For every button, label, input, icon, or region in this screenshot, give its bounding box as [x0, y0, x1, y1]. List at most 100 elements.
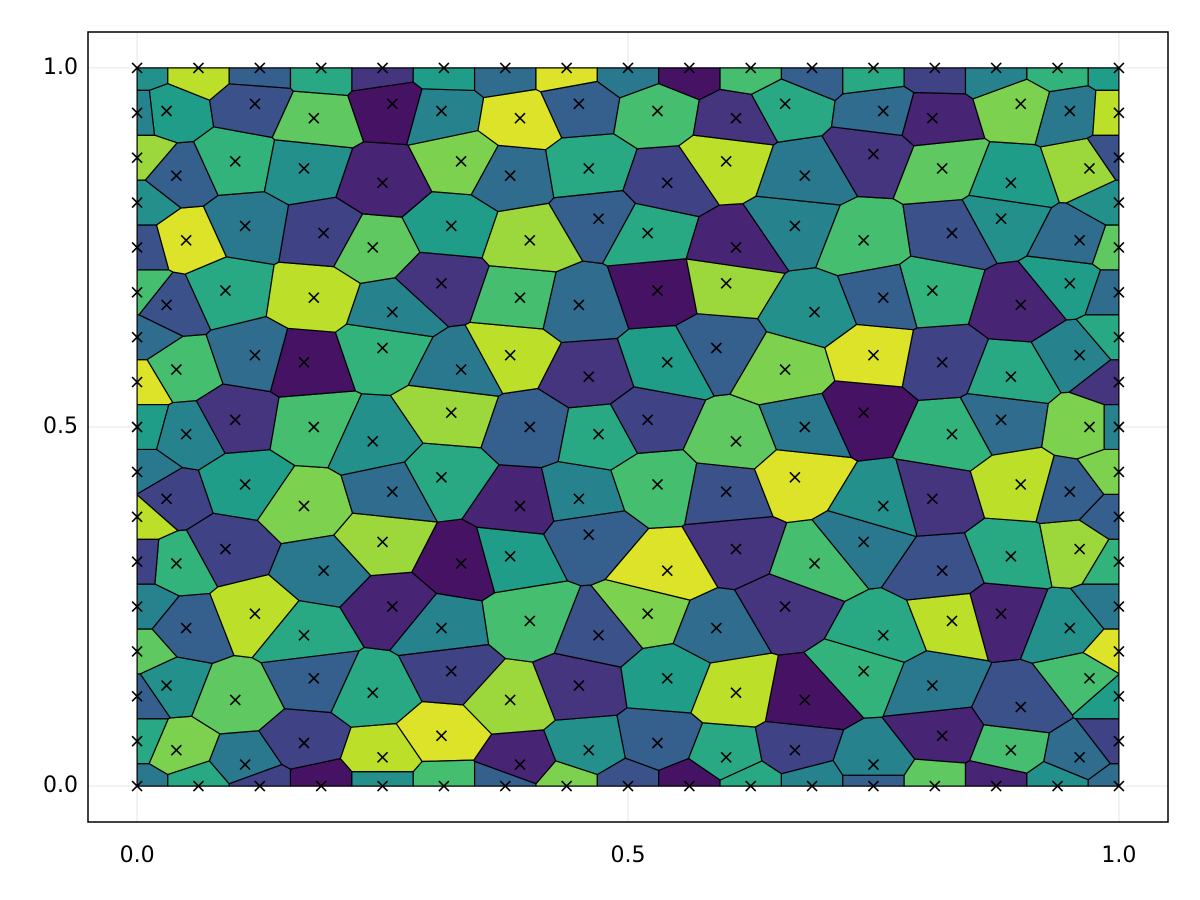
voronoi-cell	[228, 763, 292, 787]
seed-marker	[808, 557, 821, 570]
voronoi-cell	[289, 758, 353, 787]
seed-marker	[858, 536, 870, 548]
seed-marker	[160, 299, 173, 311]
seed-marker	[1113, 556, 1125, 568]
seed-marker	[1113, 735, 1125, 747]
seed-marker	[239, 478, 251, 491]
voronoi-cell	[903, 758, 967, 787]
seed-marker	[1064, 105, 1076, 117]
seed-marker	[435, 471, 448, 483]
seed-marker	[683, 62, 695, 74]
seed-marker	[1113, 376, 1125, 388]
seed-marker	[229, 694, 241, 706]
seed-marker	[936, 162, 948, 175]
voronoi-cell	[535, 760, 598, 787]
seed-marker	[229, 155, 241, 167]
seed-marker	[799, 694, 811, 706]
seed-marker	[249, 349, 261, 361]
seed-marker	[1074, 543, 1086, 555]
seed-marker	[131, 645, 143, 657]
seed-marker	[298, 356, 310, 368]
seed-marker	[1074, 751, 1086, 763]
seed-marker	[990, 780, 1002, 792]
seed-marker	[1113, 197, 1125, 209]
seed-marker	[642, 227, 654, 239]
seed-marker	[651, 105, 664, 117]
seed-marker	[946, 227, 958, 239]
seed-marker	[445, 407, 457, 419]
seed-marker	[229, 414, 241, 426]
voronoi-cell	[1076, 448, 1120, 495]
seed-marker	[131, 556, 143, 568]
seed-marker	[592, 213, 605, 225]
voronoi-cell	[964, 760, 1028, 787]
seed-marker	[858, 665, 870, 677]
seed-marker	[435, 622, 448, 634]
seed-marker	[1005, 177, 1017, 189]
voronoi-cell	[167, 760, 230, 787]
seed-marker	[573, 493, 585, 505]
seed-marker	[386, 600, 398, 613]
seed-marker	[1083, 672, 1096, 684]
cells	[136, 67, 1120, 787]
seed-marker	[779, 600, 791, 613]
seed-marker	[1113, 600, 1125, 613]
seed-marker	[867, 780, 880, 792]
seed-marker	[573, 299, 585, 311]
seed-marker	[367, 241, 379, 254]
seed-marker	[131, 511, 143, 523]
seed-marker	[1083, 421, 1096, 433]
seed-marker	[1051, 62, 1064, 74]
seed-marker	[926, 493, 938, 505]
seed-marker	[170, 557, 182, 570]
seed-marker	[1015, 299, 1027, 311]
seed-marker	[376, 780, 389, 792]
seed-marker	[926, 112, 938, 124]
seed-marker	[583, 371, 595, 383]
seed-marker	[514, 500, 526, 512]
seed-marker	[867, 62, 880, 74]
seed-marker	[254, 780, 266, 792]
seed-marker	[583, 162, 595, 175]
seed-marker	[720, 486, 732, 498]
seed-marker	[929, 780, 941, 792]
seed-marker	[867, 148, 880, 160]
seed-marker	[131, 241, 143, 254]
voronoi-cell	[1075, 314, 1120, 361]
seed-marker	[1113, 286, 1125, 298]
seed-marker	[308, 292, 320, 304]
seed-marker	[642, 608, 654, 620]
seed-marker	[1064, 486, 1076, 498]
seed-marker	[376, 751, 389, 763]
seed-marker	[160, 679, 173, 692]
seed-marker	[1113, 780, 1125, 792]
y-tick-label: 0.5	[43, 414, 78, 439]
seed-marker	[779, 98, 791, 110]
seed-marker	[1113, 511, 1125, 523]
seed-marker	[858, 407, 870, 419]
seed-marker	[799, 170, 811, 182]
seed-marker	[249, 98, 261, 110]
seed-marker	[583, 744, 595, 756]
seed-marker	[180, 428, 192, 440]
seed-marker	[170, 744, 182, 756]
seeds	[131, 62, 1125, 792]
voronoi-cell	[136, 763, 169, 787]
voronoi-cell	[1091, 224, 1120, 271]
seed-marker	[170, 170, 182, 182]
voronoi-cell	[412, 759, 476, 787]
seed-marker	[1113, 466, 1125, 478]
voronoi-cell	[1068, 359, 1120, 406]
seed-marker	[877, 292, 889, 304]
seed-marker	[376, 342, 389, 354]
voronoi-cell	[412, 67, 476, 92]
seed-marker	[131, 286, 143, 298]
seed-marker	[583, 529, 595, 541]
voronoi-cell	[1026, 760, 1089, 787]
seed-marker	[730, 435, 742, 447]
seed-marker	[514, 758, 526, 771]
seed-marker	[661, 672, 673, 684]
seed-marker	[710, 622, 722, 634]
seed-marker	[1113, 241, 1125, 254]
